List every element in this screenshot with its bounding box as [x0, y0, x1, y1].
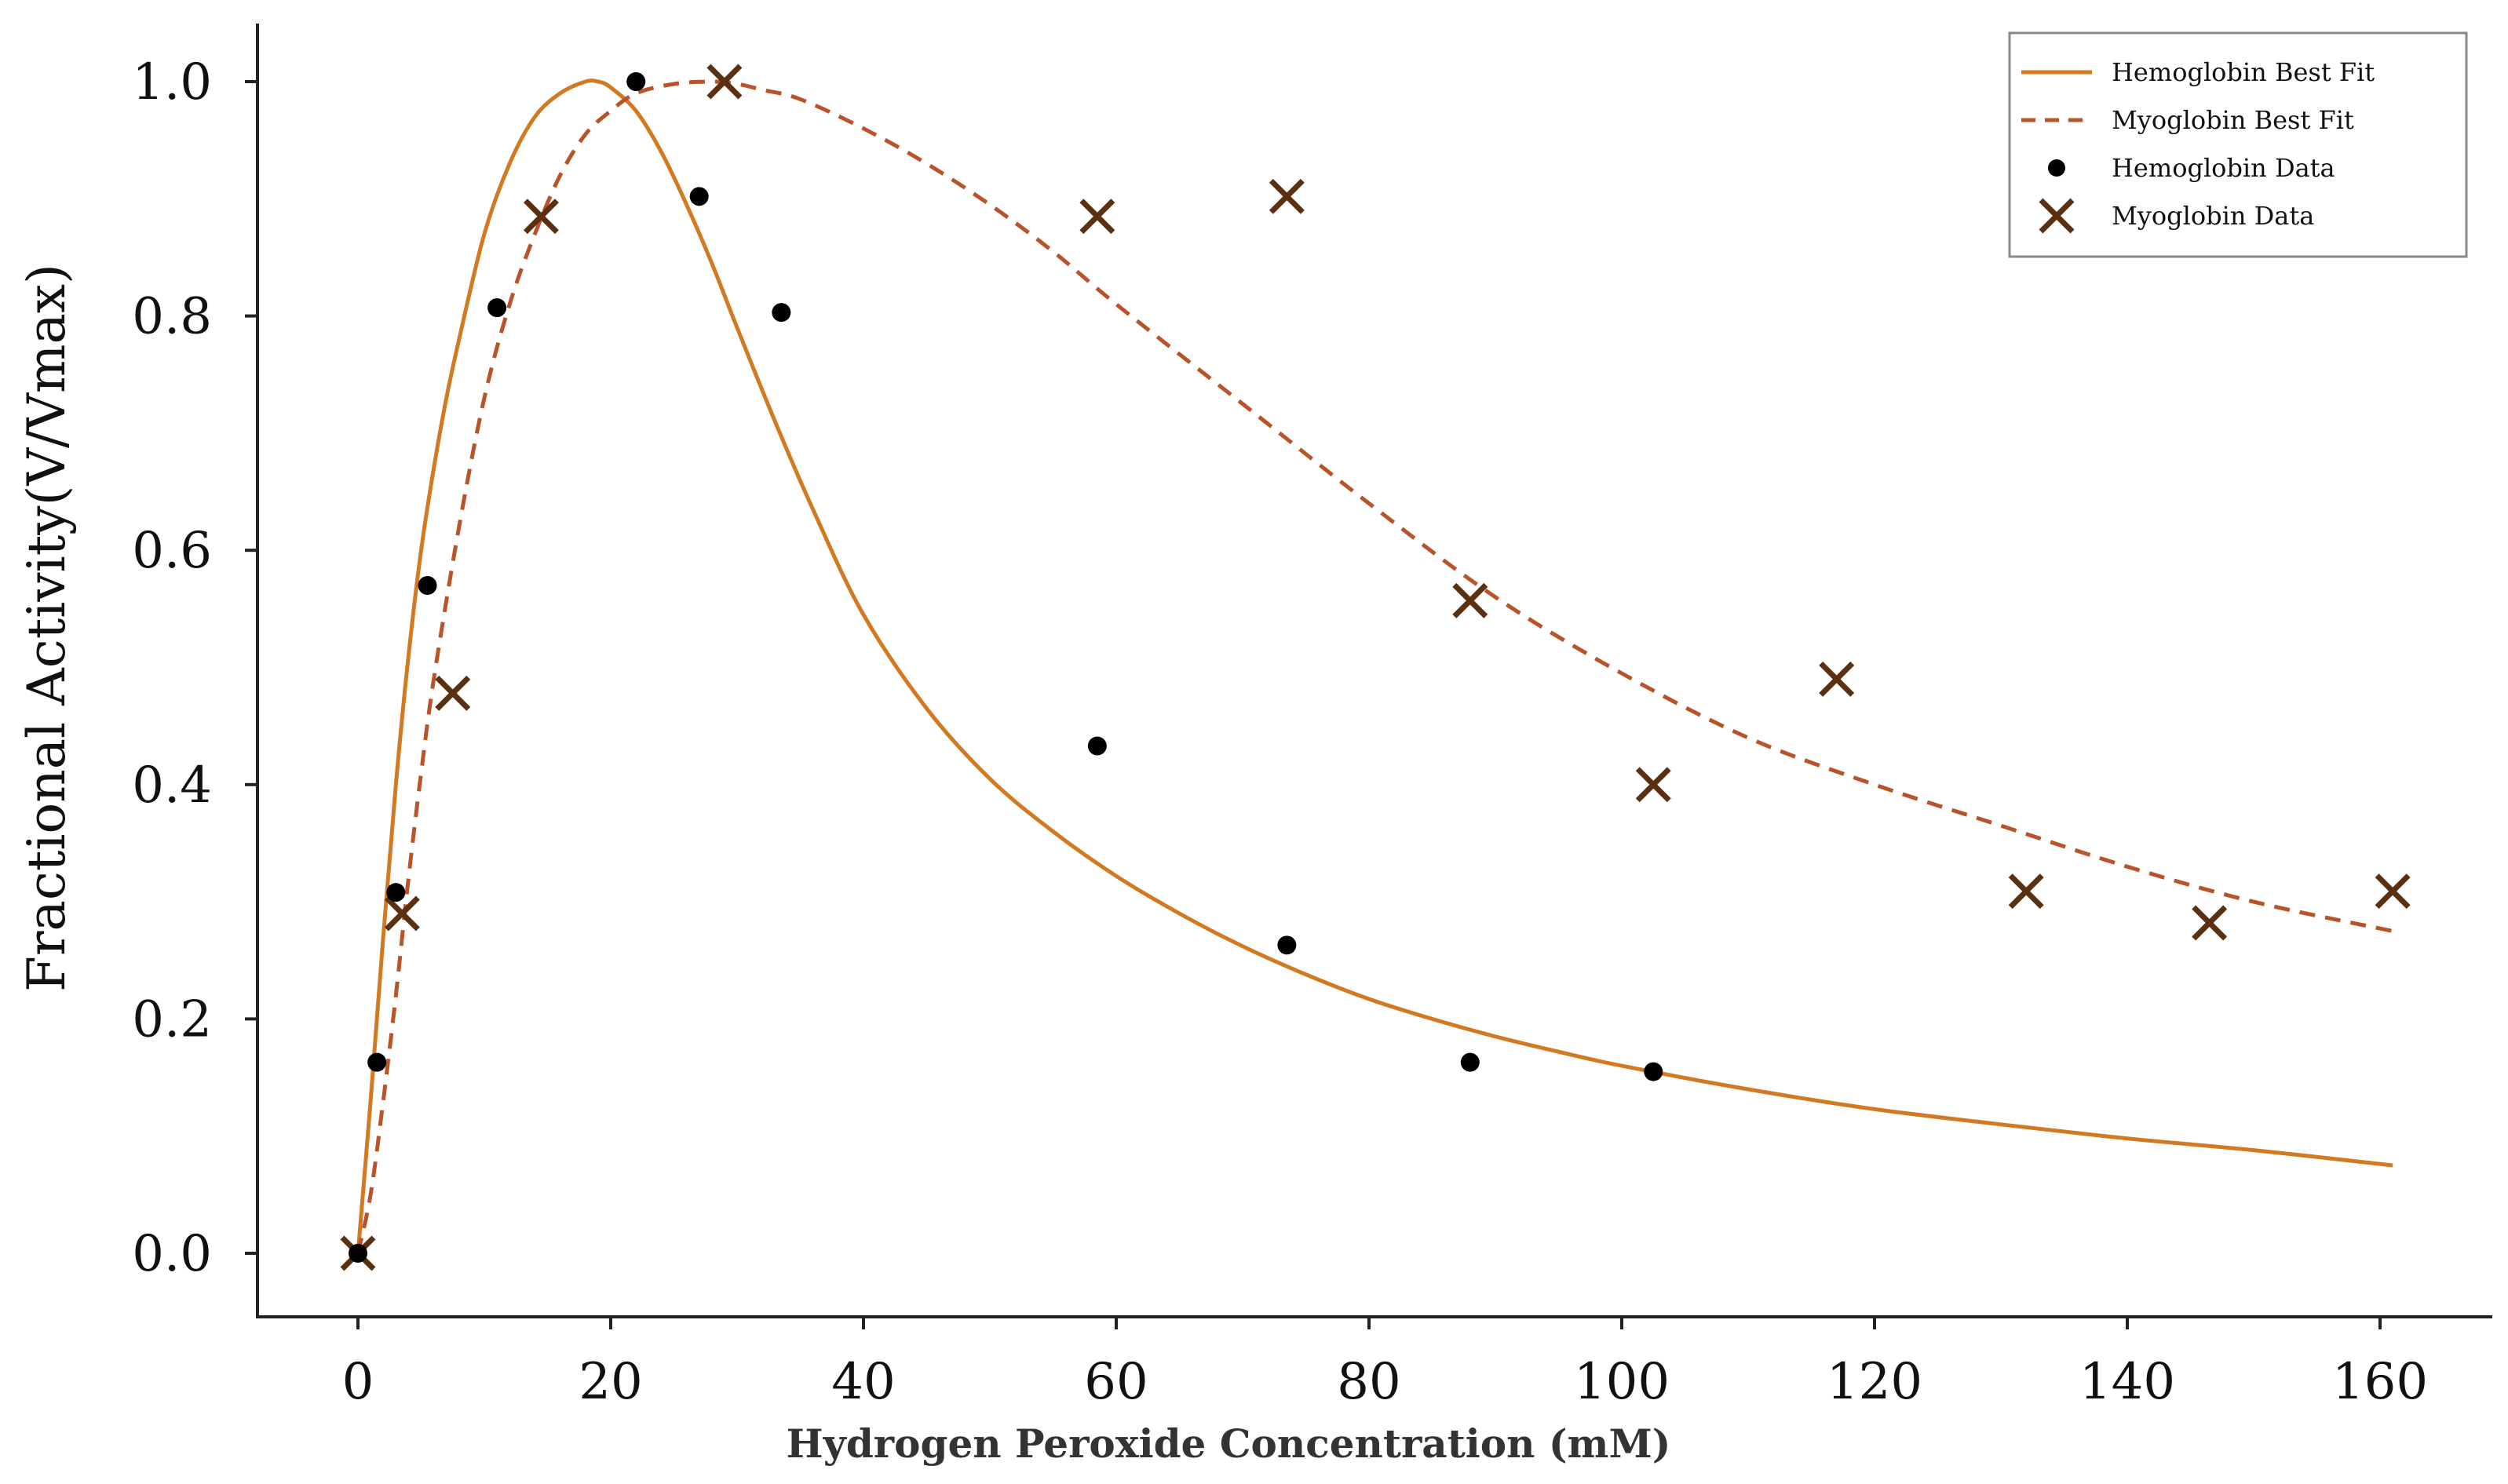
x-axis-label: Hydrogen Peroxide Concentration (mM): [787, 1420, 1671, 1467]
myoglobin-data-point: [2008, 873, 2044, 910]
legend-myoglobin-fit-label: Myoglobin Best Fit: [2112, 105, 2354, 135]
y-ticks: 0.0 0.2 0.4 0.6 0.8 1.0: [132, 53, 257, 1283]
hemoglobin-data-point: [1277, 935, 1297, 955]
hemoglobin-best-fit-line: [356, 78, 2393, 1254]
hemoglobin-data-point: [386, 883, 406, 902]
hemoglobin-data-point: [418, 575, 437, 595]
hemoglobin-data-point: [1460, 1052, 1480, 1072]
x-marker-stroke: [1452, 582, 1488, 618]
y-tick-label: 0.4: [132, 757, 212, 815]
myoglobin-data-point: [435, 675, 471, 711]
myoglobin-data-point: [706, 64, 743, 100]
x-ticks: 0 20 40 60 80 100 120 140 160: [342, 1317, 2428, 1411]
hemoglobin-data-point: [367, 1052, 387, 1072]
hemoglobin-data-point: [1644, 1062, 1663, 1081]
legend-myoglobin-data-marker: [2039, 198, 2075, 234]
legend-hemoglobin-data-label: Hemoglobin Data: [2112, 153, 2335, 183]
x-marker-stroke: [1269, 178, 1305, 214]
myoglobin-data-point: [1819, 661, 1855, 697]
x-tick-label: 100: [1574, 1353, 1670, 1411]
x-tick-label: 40: [831, 1353, 895, 1411]
y-axis-label: Fractional Activity(V/Vmax): [16, 264, 77, 992]
x-marker-stroke: [1079, 199, 1115, 235]
myoglobin-data-point: [2192, 905, 2228, 941]
legend: Hemoglobin Best Fit Myoglobin Best Fit H…: [2008, 31, 2468, 258]
hemoglobin-data-point: [772, 303, 791, 323]
x-marker-stroke: [384, 895, 420, 932]
myoglobin-data-point: [523, 199, 559, 235]
y-tick-label: 0.0: [132, 1225, 212, 1283]
hemoglobin-data-point: [1087, 736, 1107, 756]
myoglobin-data-point: [1452, 582, 1488, 618]
legend-x-marker: [2039, 198, 2075, 234]
plot-area: [340, 64, 2411, 1271]
myoglobin-data-point: [1269, 178, 1305, 214]
x-tick-label: 160: [2332, 1353, 2428, 1411]
myoglobin-data-point: [1635, 767, 1671, 803]
x-marker-stroke: [2008, 873, 2044, 910]
myoglobin-data-point: [384, 895, 420, 932]
myoglobin-data-point: [2375, 873, 2411, 910]
x-marker-stroke: [1819, 661, 1855, 697]
legend-hemoglobin-fit-label: Hemoglobin Best Fit: [2112, 57, 2375, 87]
y-tick-label: 0.6: [132, 522, 212, 580]
x-marker-stroke: [2375, 873, 2411, 910]
x-marker-stroke: [706, 64, 743, 100]
x-marker-stroke: [2039, 198, 2075, 234]
x-marker-stroke: [523, 199, 559, 235]
x-tick-label: 20: [579, 1353, 642, 1411]
x-tick-label: 120: [1827, 1353, 1922, 1411]
legend-hemoglobin-data-marker: [2048, 159, 2065, 177]
myoglobin-data-point: [1079, 199, 1115, 235]
hemoglobin-data-point: [349, 1244, 367, 1263]
x-marker-stroke: [435, 675, 471, 711]
legend-myoglobin-data-label: Myoglobin Data: [2112, 201, 2314, 231]
hemoglobin-data-point: [626, 72, 646, 91]
x-marker-stroke: [1635, 767, 1671, 803]
x-tick-label: 80: [1337, 1353, 1400, 1411]
hemoglobin-data-point: [487, 298, 507, 318]
x-tick-label: 140: [2079, 1353, 2175, 1411]
y-tick-label: 0.8: [132, 288, 212, 346]
x-marker-stroke: [2192, 905, 2228, 941]
x-tick-label: 60: [1084, 1353, 1148, 1411]
y-tick-label: 0.2: [132, 990, 212, 1048]
hemoglobin-data-point: [689, 187, 709, 206]
x-tick-label: 0: [342, 1353, 374, 1411]
myoglobin-best-fit-line: [356, 79, 2393, 1254]
y-tick-label: 1.0: [132, 53, 212, 111]
